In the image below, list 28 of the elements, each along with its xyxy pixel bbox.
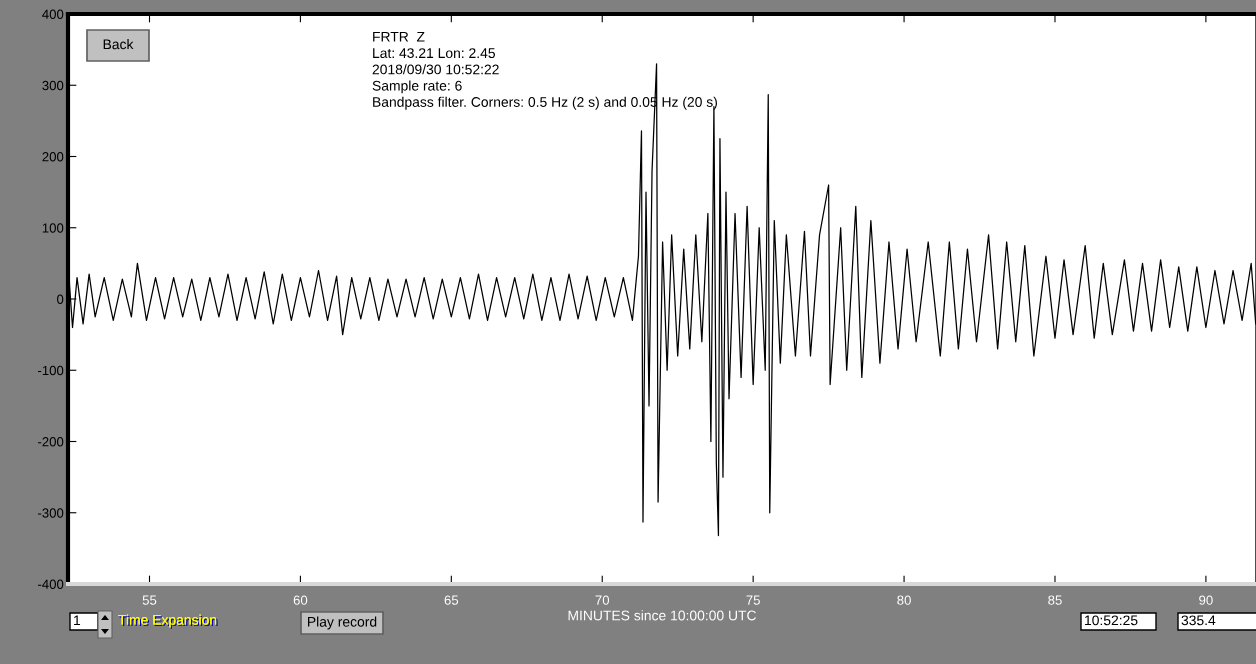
x-axis-title: MINUTES since 10:00:00 UTC: [568, 610, 757, 621]
x-tick-label: 70: [595, 595, 610, 605]
x-tick-label: 55: [142, 595, 157, 605]
annotation: Lat: 43.21 Lon: 2.45: [373, 48, 495, 59]
text: 10:52:25: [1085, 615, 1138, 626]
x-tick-label: 90: [1199, 595, 1213, 605]
x-tick-label: 80: [897, 595, 911, 605]
x-tick-label: 65: [444, 595, 459, 605]
text: Play record: [308, 616, 377, 630]
x-tick-label: 75: [746, 595, 760, 605]
text: 1: [74, 615, 81, 626]
y-tick-label: 0: [57, 294, 64, 304]
y-tick-label: 300: [42, 80, 64, 91]
x-tick-label: 85: [1048, 595, 1062, 605]
y-tick-label: -200: [38, 437, 64, 447]
y-tick-label: -300: [38, 508, 64, 518]
y-tick-label: -100: [38, 365, 64, 376]
y-tick-label: 400: [42, 9, 64, 19]
annotation: 2018/09/30 10:52:22: [372, 64, 499, 75]
annotation: Sample rate: 6: [372, 80, 462, 94]
annotation: Back: [103, 39, 134, 50]
y-tick-label: 100: [42, 223, 64, 233]
y-tick-label: -400: [38, 579, 64, 589]
text: Time Expansion: [118, 614, 218, 629]
text: 335.4: [1181, 615, 1216, 626]
x-tick-label: 60: [293, 595, 308, 605]
y-tick-label: 200: [42, 152, 64, 162]
annotation: FRTR Z: [373, 32, 425, 42]
